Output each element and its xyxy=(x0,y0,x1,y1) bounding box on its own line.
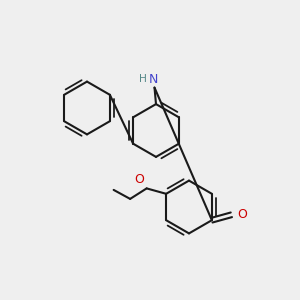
Text: N: N xyxy=(148,73,158,86)
Text: H: H xyxy=(139,74,147,84)
Text: O: O xyxy=(134,173,144,186)
Text: O: O xyxy=(237,208,247,221)
